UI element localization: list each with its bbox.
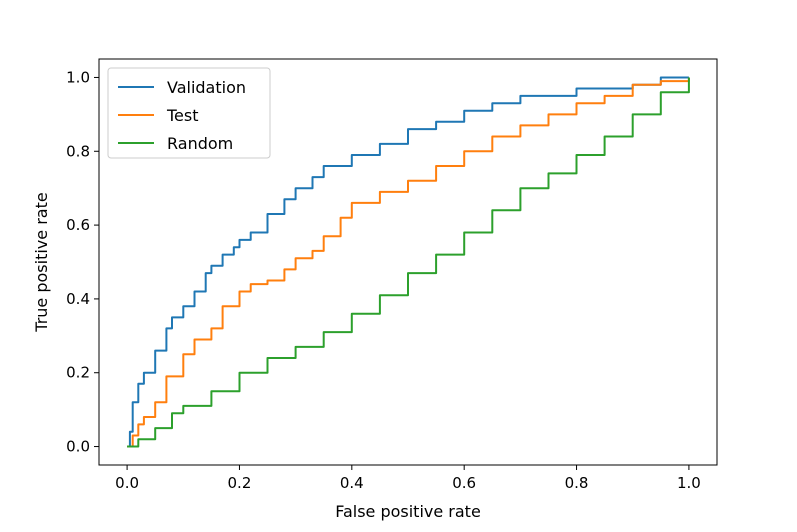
x-axis-label: False positive rate	[335, 502, 481, 521]
x-tick-label: 0.4	[340, 474, 364, 492]
y-tick-label: 1.0	[66, 68, 90, 86]
legend: Validation Test Random	[107, 67, 271, 159]
x-tick-label: 0.8	[565, 474, 589, 492]
series-line-random	[127, 77, 690, 448]
y-tick-label: 0.0	[66, 438, 90, 456]
legend-label-random: Random	[167, 134, 233, 153]
y-tick-label: 0.8	[66, 142, 90, 160]
legend-label-validation: Validation	[167, 78, 246, 97]
y-axis-label: True positive rate	[32, 192, 51, 332]
x-tick-label: 0.0	[115, 474, 139, 492]
y-tick-label: 0.2	[66, 364, 90, 382]
x-tick-label: 0.6	[452, 474, 476, 492]
legend-label-test: Test	[166, 106, 199, 125]
y-tick-label: 0.4	[66, 290, 90, 308]
x-tick-label: 0.2	[228, 474, 252, 492]
x-tick-label: 1.0	[677, 474, 701, 492]
series-line-validation	[127, 76, 689, 448]
plot-frame	[98, 58, 718, 466]
y-axis-ticks: 0.0 0.2 0.4 0.6 0.8 1.0	[66, 68, 99, 456]
legend-box	[107, 67, 271, 159]
y-tick-label: 0.6	[66, 216, 90, 234]
x-axis-ticks: 0.0 0.2 0.4 0.6 0.8 1.0	[115, 465, 701, 492]
series-line-test	[127, 77, 690, 448]
series-layer	[127, 76, 690, 448]
